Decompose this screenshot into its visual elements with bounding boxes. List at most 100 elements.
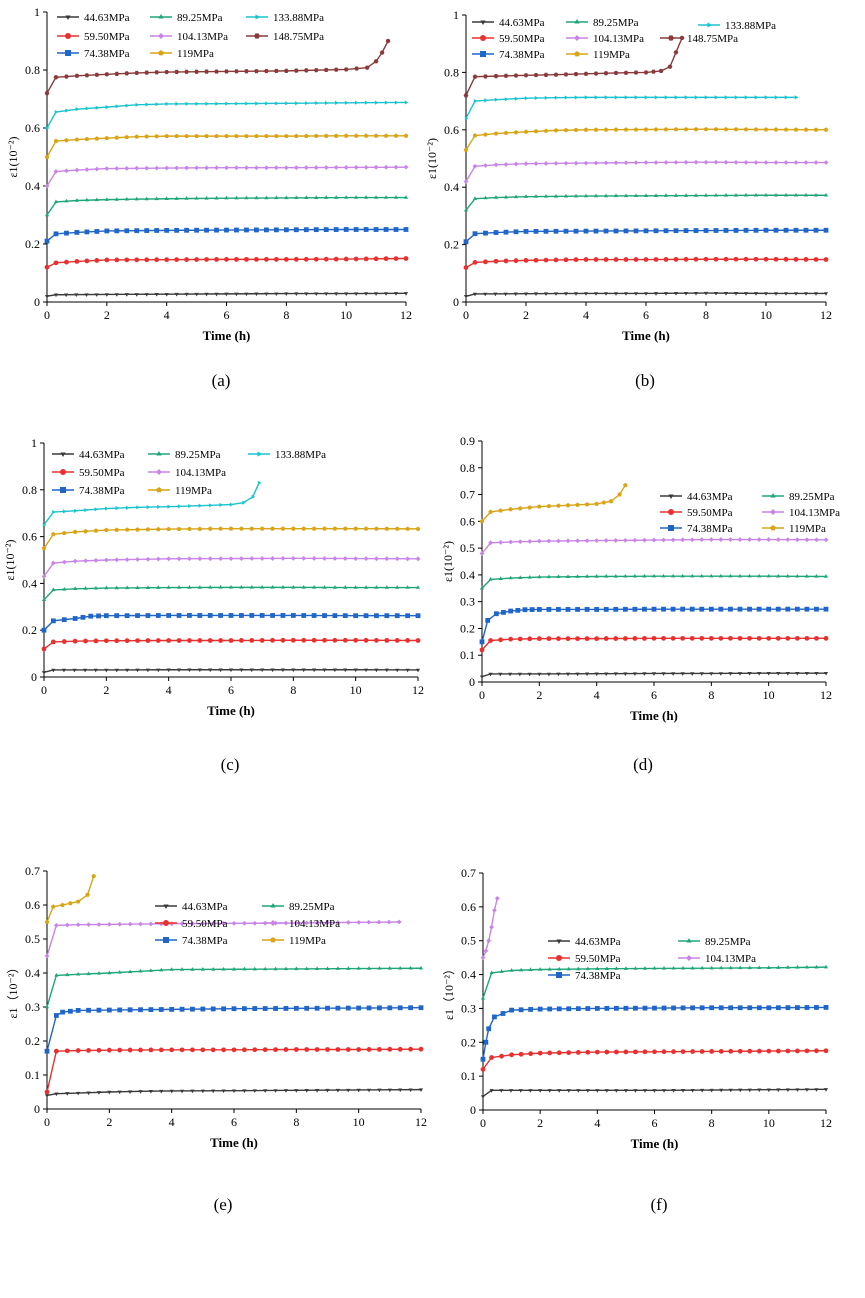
data-point — [303, 68, 309, 73]
data-point — [174, 227, 180, 233]
data-point — [166, 585, 171, 589]
data-point — [565, 574, 571, 578]
data-point — [757, 672, 762, 676]
data-point — [653, 257, 659, 262]
data-point — [62, 586, 67, 591]
data-point — [74, 198, 79, 202]
data-point — [743, 292, 749, 296]
data-point — [480, 995, 486, 1000]
data-point — [563, 160, 569, 166]
data-point — [51, 587, 56, 592]
data-point — [709, 1088, 714, 1093]
data-point — [680, 672, 685, 676]
legend-marker — [60, 469, 66, 475]
data-point — [613, 672, 618, 677]
data-point — [144, 257, 150, 263]
data-point — [259, 613, 265, 618]
data-point — [690, 672, 695, 676]
data-point — [174, 165, 180, 171]
data-point — [546, 636, 552, 642]
data-point — [214, 292, 219, 297]
data-point — [537, 1006, 543, 1012]
data-point — [463, 207, 469, 212]
data-point — [652, 966, 657, 970]
series-74.38MPa — [479, 606, 829, 645]
y-axis-title: ε1（10⁻²） — [442, 963, 456, 1020]
data-point — [737, 537, 743, 542]
data-point — [503, 194, 509, 199]
data-point — [249, 638, 255, 643]
x-tick-label: 4 — [594, 688, 600, 702]
series-104.13MPa — [463, 159, 829, 184]
data-point — [72, 529, 78, 534]
data-point — [766, 635, 772, 641]
data-point — [41, 627, 47, 633]
data-point — [86, 1091, 91, 1096]
data-point — [622, 636, 628, 641]
data-point — [499, 1089, 504, 1093]
legend-marker — [156, 451, 162, 456]
y-tick-label: 1 — [34, 5, 40, 19]
y-tick-label: 0.6 — [460, 514, 475, 528]
data-point — [823, 292, 829, 296]
data-point — [633, 228, 639, 234]
data-point — [533, 73, 539, 78]
data-point — [405, 526, 410, 531]
data-point — [374, 526, 379, 531]
data-point — [284, 292, 289, 296]
data-point — [766, 1088, 771, 1093]
data-point — [184, 227, 190, 233]
data-point — [613, 636, 619, 641]
data-point — [235, 101, 239, 106]
data-point — [553, 193, 559, 198]
data-point — [44, 1089, 50, 1095]
series-line — [46, 135, 406, 158]
data-point — [125, 103, 130, 108]
data-point — [204, 292, 209, 297]
data-point — [125, 505, 130, 510]
legend-item: 133.88MPa — [698, 20, 776, 32]
data-point — [575, 538, 580, 544]
data-point — [157, 504, 161, 509]
data-point — [184, 69, 190, 74]
data-point — [813, 160, 819, 165]
data-point — [784, 95, 789, 100]
data-point — [197, 556, 203, 562]
data-point — [125, 668, 130, 673]
data-point — [713, 159, 719, 165]
series-133.88MPa — [42, 480, 262, 527]
data-point — [221, 921, 227, 926]
data-point — [114, 638, 120, 644]
data-point — [364, 195, 369, 199]
data-point — [503, 73, 509, 78]
data-point — [766, 537, 772, 542]
y-tick-label: 0.5 — [461, 934, 476, 948]
data-point — [323, 67, 329, 72]
data-point — [76, 1091, 81, 1096]
data-point — [179, 1047, 185, 1053]
data-point — [573, 160, 579, 166]
data-point — [94, 136, 100, 141]
data-point — [322, 556, 327, 561]
y-tick-label: 0.7 — [25, 864, 40, 878]
data-point — [785, 1005, 791, 1011]
data-point — [145, 585, 150, 589]
data-point — [793, 127, 799, 132]
data-point — [61, 639, 67, 644]
data-point — [763, 256, 769, 262]
data-point — [543, 194, 549, 198]
data-point — [747, 1048, 753, 1054]
legend-item: 44.63MPa — [52, 449, 125, 461]
data-point — [294, 292, 299, 296]
data-point — [493, 258, 499, 264]
data-point — [613, 127, 619, 132]
data-point — [353, 637, 359, 643]
data-point — [642, 537, 647, 543]
data-point — [169, 1047, 175, 1053]
data-point — [363, 585, 369, 589]
data-point — [689, 537, 695, 543]
data-point — [364, 100, 369, 105]
data-point — [219, 502, 224, 508]
legend-marker — [163, 904, 169, 909]
